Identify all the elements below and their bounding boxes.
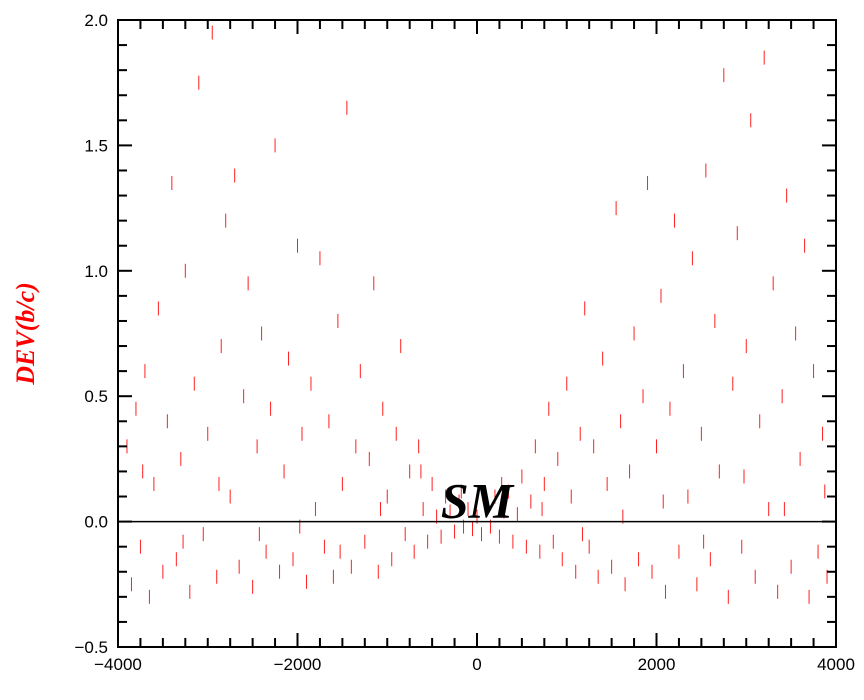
y-tick-label: 0.0 bbox=[84, 513, 108, 532]
sm-annotation: SM bbox=[441, 473, 515, 529]
scatter-points bbox=[126, 25, 828, 604]
x-axis-tick-labels: −4000 −2000 0 2000 4000 bbox=[94, 655, 855, 674]
axis-ticks bbox=[117, 19, 837, 648]
x-tick-label: −2000 bbox=[274, 655, 322, 674]
plot-frame bbox=[117, 19, 837, 648]
y-axis-tick-labels: −0.5 0.0 0.5 1.0 1.5 2.0 bbox=[74, 11, 108, 657]
x-tick-label: 0 bbox=[472, 655, 481, 674]
x-tick-label: 2000 bbox=[638, 655, 676, 674]
y-tick-label: 1.5 bbox=[84, 136, 108, 155]
y-tick-label: 1.0 bbox=[84, 262, 108, 281]
y-tick-label: 2.0 bbox=[84, 11, 108, 30]
x-tick-label: −4000 bbox=[94, 655, 142, 674]
y-tick-label: −0.5 bbox=[74, 638, 108, 657]
y-axis-title: DEV(b/c) bbox=[11, 282, 40, 386]
y-tick-label: 0.5 bbox=[84, 387, 108, 406]
x-tick-label: 4000 bbox=[817, 655, 855, 674]
